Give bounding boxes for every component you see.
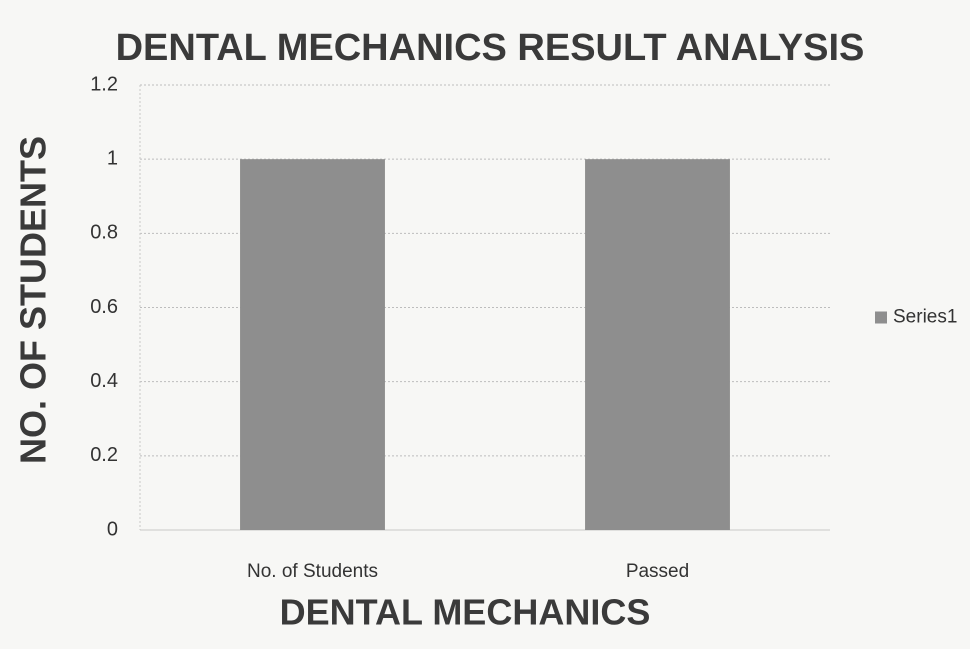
y-tick-label: 0.8 [90,222,118,244]
y-tick-label: 1.2 [90,73,118,95]
x-tick-label: Passed [626,561,689,582]
y-tick-label: 0 [107,518,118,540]
y-tick-label: 0.6 [90,296,118,318]
legend-swatch [875,311,887,324]
y-axis-title: NO. OF STUDENTS [13,136,54,464]
chart-title: DENTAL MECHANICS RESULT ANALYSIS [116,27,865,69]
y-tick-label: 0.2 [90,444,118,466]
bar [240,159,385,530]
y-tick-label: 1 [107,147,118,169]
x-axis-title: DENTAL MECHANICS [280,592,651,633]
bar [585,159,730,530]
y-tick-label: 0.4 [90,370,118,392]
x-tick-label: No. of Students [247,561,378,582]
legend-label: Series1 [893,307,957,328]
